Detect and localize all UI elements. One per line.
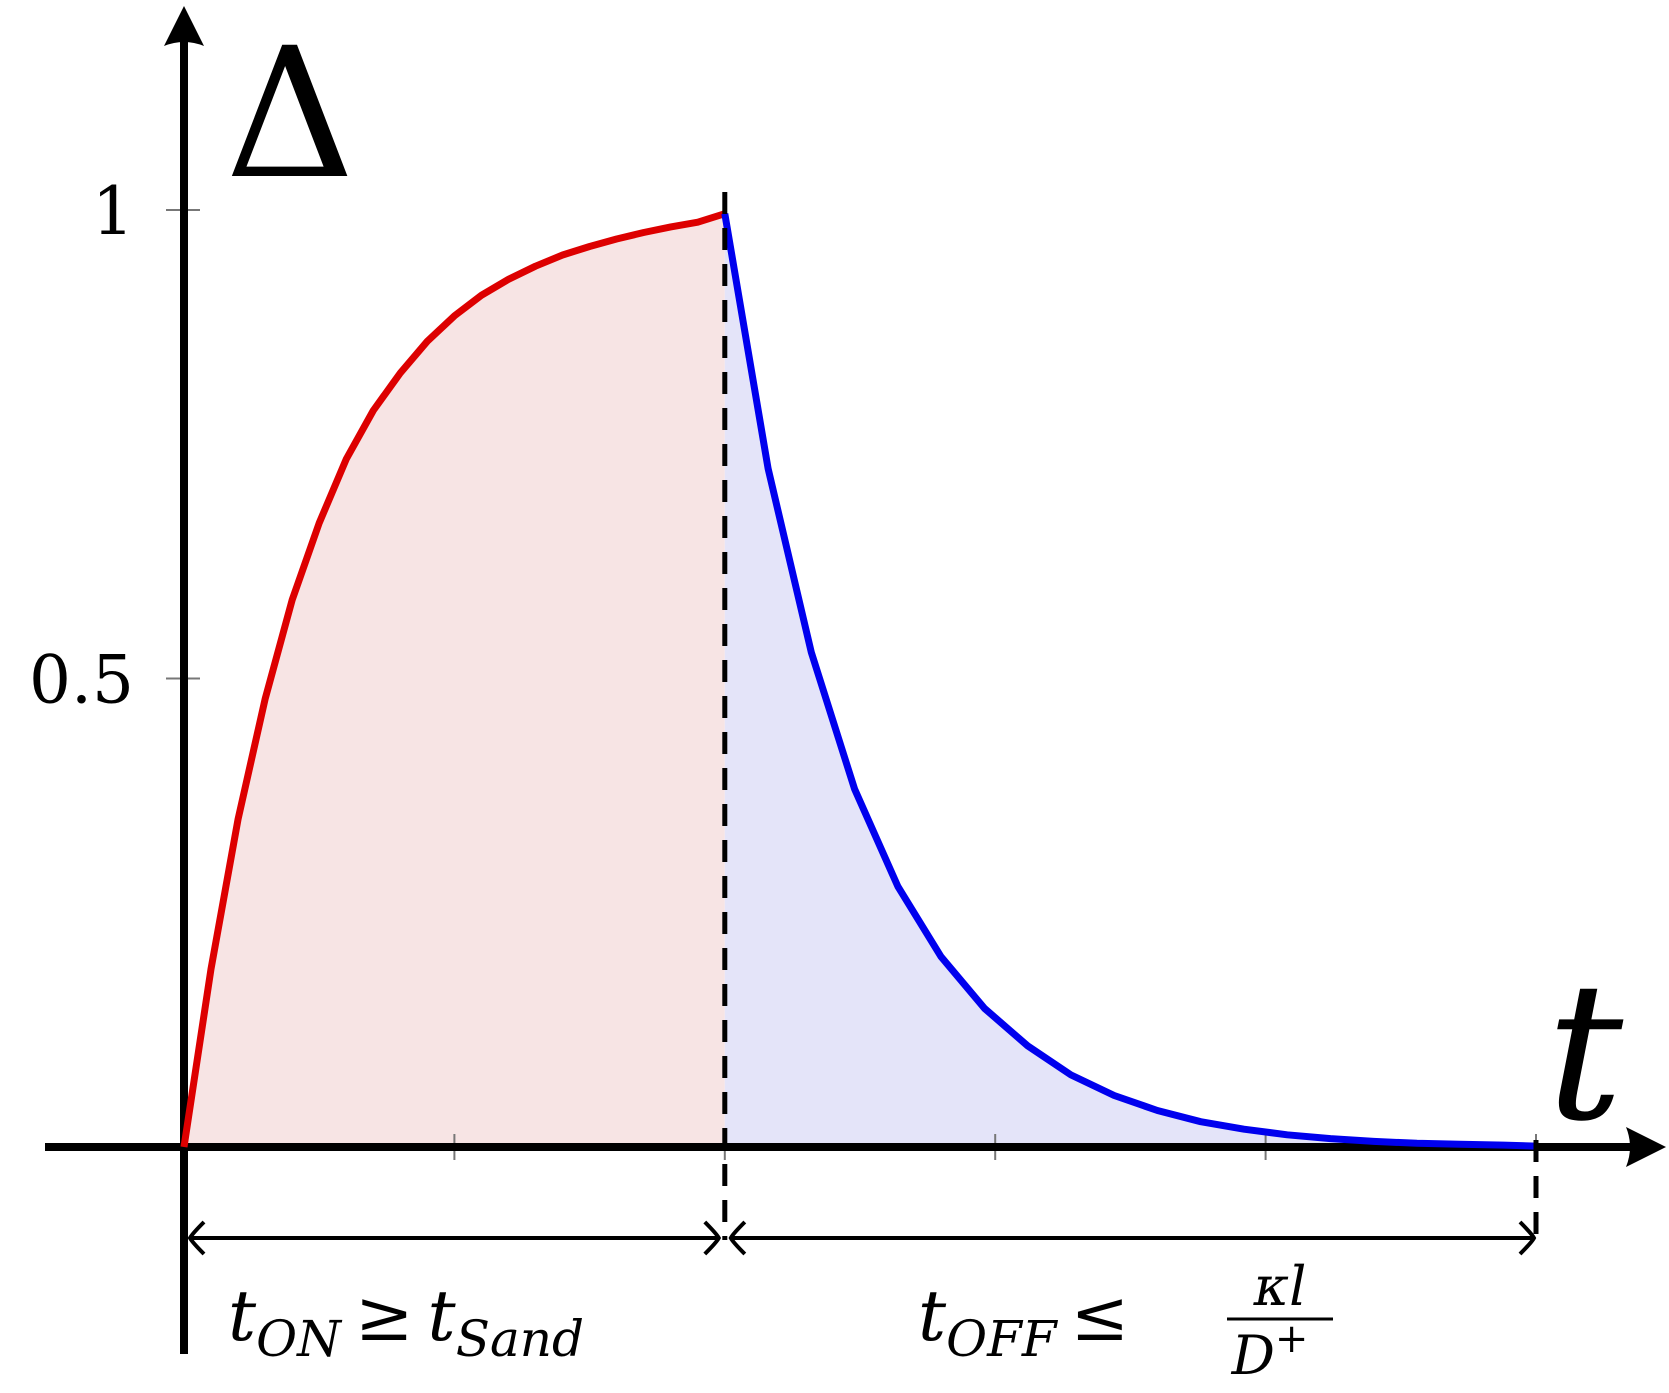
- denominator-superscript: +: [1275, 1316, 1309, 1362]
- on-phase-curve: [180, 210, 726, 1148]
- y-axis-arrowhead: [164, 6, 204, 46]
- interval-right-arrowhead: [1518, 1220, 1537, 1256]
- off-phase-area: [724, 213, 1536, 1147]
- interval-right-arrowhead: [703, 1220, 722, 1256]
- sand-time-symbol: t: [428, 1275, 457, 1357]
- on-phase-area: [184, 213, 725, 1147]
- on-time-symbol: t: [228, 1275, 257, 1357]
- denominator-symbol: D: [1231, 1324, 1275, 1387]
- on-time-subscript: ON: [256, 1310, 343, 1368]
- y-tick-label: 1: [92, 173, 134, 250]
- fraction-numerator: κl: [1253, 1255, 1307, 1318]
- fraction-denominator: D+: [1231, 1316, 1309, 1387]
- on-duration-label: tON ≥ tSand: [228, 1275, 584, 1368]
- interval-left-arrowhead: [187, 1220, 206, 1256]
- off-relation: ≤: [1071, 1275, 1130, 1357]
- y-tick-label: 0.5: [29, 642, 134, 719]
- on-interval-arrow: [187, 1220, 722, 1256]
- off-interval-arrow: [728, 1220, 1537, 1256]
- off-time-subscript: OFF: [946, 1310, 1059, 1368]
- interval-left-arrowhead: [728, 1220, 747, 1256]
- y-tick-labels: 0.51: [29, 173, 134, 719]
- x-axis-label: t: [1547, 942, 1624, 1163]
- y-axis-label: Δ: [225, 10, 355, 219]
- off-phase-curve: [721, 213, 1537, 1150]
- on-relation: ≥: [355, 1275, 414, 1357]
- off-time-symbol: t: [918, 1275, 947, 1357]
- x-axis-arrowhead: [1626, 1127, 1666, 1167]
- off-duration-label: tOFF ≤: [918, 1275, 1129, 1368]
- sand-time-subscript: Sand: [456, 1310, 584, 1368]
